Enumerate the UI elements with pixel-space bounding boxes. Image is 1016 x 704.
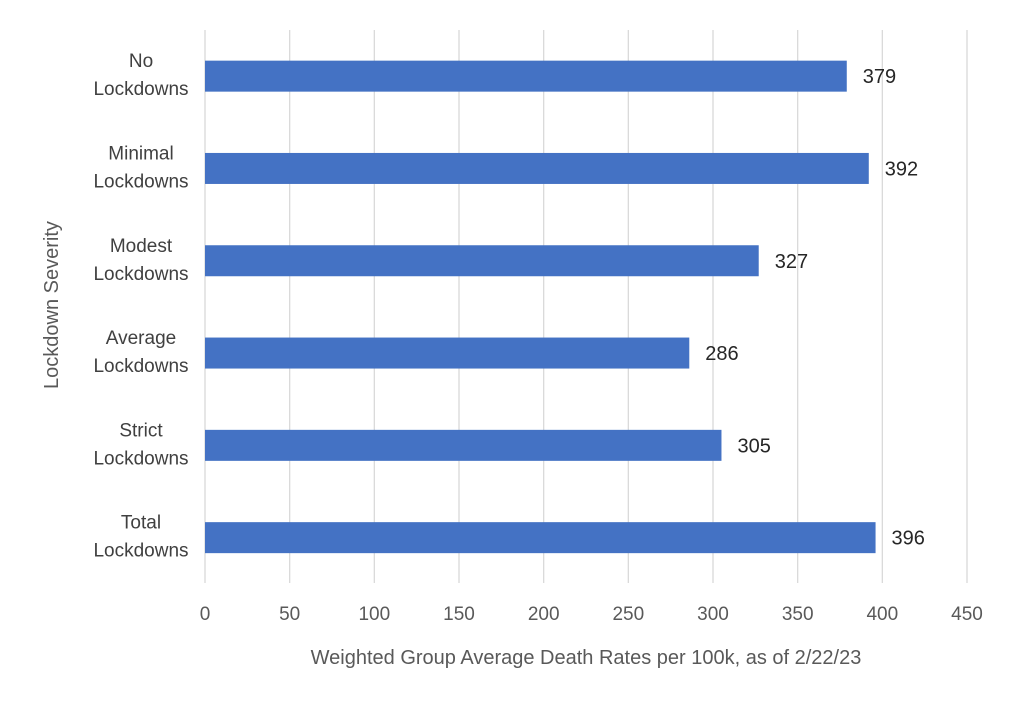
y-axis-title: Lockdown Severity bbox=[41, 221, 63, 389]
x-tick-label: 300 bbox=[697, 604, 729, 625]
y-category-label-line: Minimal bbox=[108, 143, 173, 164]
y-axis-category-labels: No Lockdowns Minimal Lockdowns Modest Lockdow… bbox=[93, 51, 188, 562]
y-category-label: Modest Lockdowns bbox=[93, 236, 188, 285]
bar bbox=[205, 522, 876, 554]
x-tick-label: 200 bbox=[528, 604, 560, 625]
bar bbox=[205, 152, 869, 184]
bar bbox=[205, 337, 690, 369]
y-category-label-line: Lockdowns bbox=[93, 79, 188, 100]
y-category-label: Minimal Lockdowns bbox=[93, 143, 188, 192]
x-axis-tick-labels: 0 50 100 150 200 250 300 350 400 450 bbox=[200, 604, 983, 625]
data-label: 379 bbox=[863, 66, 896, 88]
x-tick-label: 450 bbox=[951, 604, 983, 625]
x-tick-label: 350 bbox=[782, 604, 814, 625]
y-category-label-line: Lockdowns bbox=[93, 264, 188, 285]
bar bbox=[205, 245, 759, 277]
gridlines bbox=[204, 30, 968, 583]
y-category-label: Average Lockdowns bbox=[93, 328, 188, 377]
bar bbox=[205, 60, 847, 92]
x-tick-label: 0 bbox=[200, 604, 211, 625]
y-category-label-line: Lockdowns bbox=[93, 541, 188, 562]
x-tick-label: 150 bbox=[443, 604, 475, 625]
bar bbox=[205, 429, 722, 461]
y-category-label: Total Lockdowns bbox=[93, 513, 188, 562]
data-labels: 379 392 327 286 305 396 bbox=[705, 66, 925, 550]
y-category-label-line: Lockdowns bbox=[93, 448, 188, 469]
y-category-label-line: Modest bbox=[110, 236, 173, 257]
y-category-label: No Lockdowns bbox=[93, 51, 188, 100]
data-label: 396 bbox=[892, 528, 925, 550]
data-label: 392 bbox=[885, 158, 918, 180]
x-tick-label: 400 bbox=[866, 604, 898, 625]
y-category-label-line: Strict bbox=[119, 420, 163, 441]
x-tick-label: 250 bbox=[612, 604, 644, 625]
x-tick-label: 50 bbox=[279, 604, 300, 625]
data-label: 305 bbox=[737, 435, 770, 457]
y-category-label-line: Average bbox=[106, 328, 176, 349]
data-label: 327 bbox=[775, 251, 808, 273]
y-category-label-line: No bbox=[129, 51, 153, 72]
y-category-label: Strict Lockdowns bbox=[93, 420, 188, 469]
bars bbox=[205, 60, 876, 554]
y-category-label-line: Lockdowns bbox=[93, 356, 188, 377]
data-label: 286 bbox=[705, 343, 738, 365]
x-tick-label: 100 bbox=[358, 604, 390, 625]
y-category-label-line: Lockdowns bbox=[93, 171, 188, 192]
x-axis-title: Weighted Group Average Death Rates per 1… bbox=[311, 647, 862, 669]
y-category-label-line: Total bbox=[121, 513, 161, 534]
